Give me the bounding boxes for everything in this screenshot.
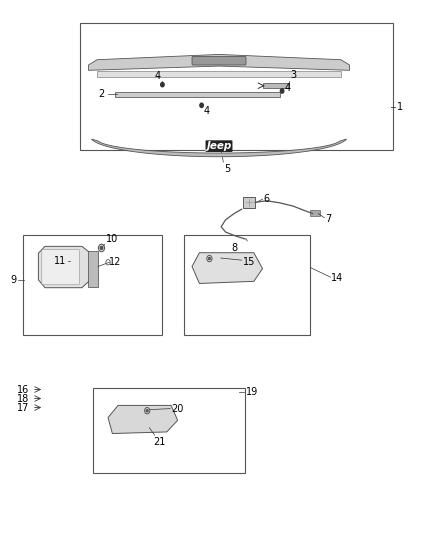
Text: 19: 19 [246, 387, 258, 397]
Text: 15: 15 [243, 257, 255, 267]
Circle shape [146, 410, 148, 412]
Text: 3: 3 [291, 70, 297, 80]
Text: 4: 4 [284, 83, 290, 93]
Text: 1: 1 [396, 102, 403, 112]
FancyBboxPatch shape [311, 211, 320, 216]
FancyBboxPatch shape [242, 237, 253, 241]
Text: 12: 12 [110, 257, 122, 267]
FancyBboxPatch shape [192, 56, 246, 65]
Text: 9: 9 [11, 274, 17, 285]
Text: 20: 20 [171, 403, 184, 414]
FancyBboxPatch shape [243, 197, 255, 208]
Circle shape [200, 103, 203, 108]
FancyBboxPatch shape [88, 251, 98, 287]
Circle shape [161, 83, 164, 87]
Text: 10: 10 [106, 234, 118, 244]
Text: 7: 7 [325, 214, 332, 224]
Polygon shape [92, 139, 346, 157]
Text: 21: 21 [153, 437, 165, 447]
FancyBboxPatch shape [80, 22, 393, 150]
Text: 18: 18 [17, 393, 29, 403]
Text: 17: 17 [17, 402, 29, 413]
Circle shape [208, 257, 210, 260]
Text: 2: 2 [99, 89, 105, 99]
Text: 4: 4 [154, 71, 160, 81]
Text: 8: 8 [231, 243, 237, 253]
Text: 11: 11 [53, 256, 66, 266]
FancyBboxPatch shape [115, 92, 280, 97]
Polygon shape [192, 253, 262, 284]
FancyBboxPatch shape [97, 71, 341, 77]
FancyBboxPatch shape [93, 389, 245, 473]
Text: 16: 16 [17, 384, 29, 394]
Circle shape [280, 89, 284, 93]
FancyBboxPatch shape [42, 249, 79, 285]
Text: 14: 14 [331, 273, 343, 283]
Text: 4: 4 [204, 106, 210, 116]
FancyBboxPatch shape [262, 83, 289, 88]
Text: Jeep: Jeep [206, 141, 232, 151]
Polygon shape [39, 246, 91, 288]
Circle shape [100, 246, 103, 249]
Text: 6: 6 [263, 194, 269, 204]
FancyBboxPatch shape [23, 235, 162, 335]
Polygon shape [108, 406, 178, 433]
FancyBboxPatch shape [184, 235, 311, 335]
Text: 5: 5 [225, 164, 231, 174]
Polygon shape [88, 54, 350, 70]
